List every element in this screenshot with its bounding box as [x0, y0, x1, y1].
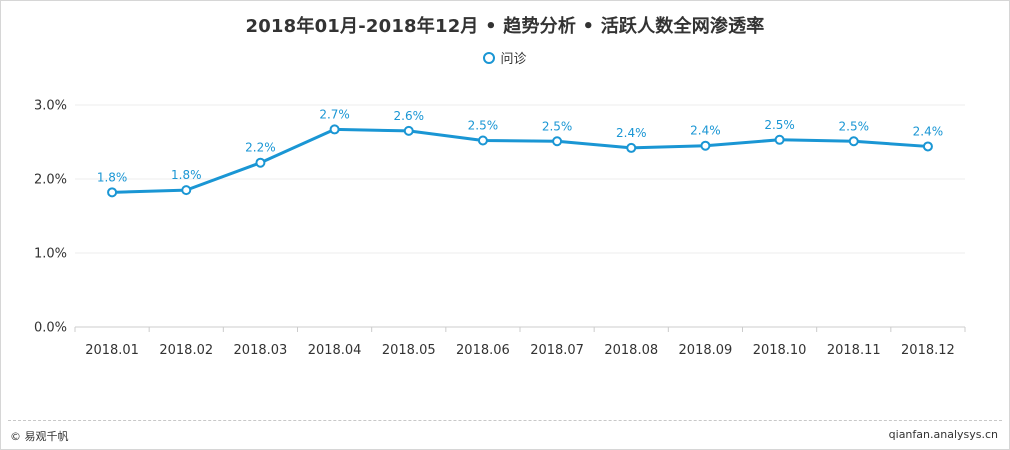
data-point — [700, 140, 711, 151]
x-tick-label: 2018.04 — [308, 343, 362, 358]
data-point — [107, 187, 118, 198]
line-chart: 0.0% 1.0% 2.0% 3.0% 2018.01 2018.02 2018.03 201… — [34, 99, 966, 358]
x-tick-label: 2018.08 — [604, 343, 658, 358]
x-tick-label: 2018.12 — [901, 343, 955, 358]
data-point — [329, 124, 340, 135]
data-label: 2.5% — [839, 119, 870, 133]
data-point — [181, 185, 192, 196]
data-point — [774, 134, 785, 145]
data-labels: 1.8% 1.8% 2.2% 2.7% 2.6% 2.5% 2.5% 2.4% 2.4% 2.5%… — [97, 107, 943, 184]
data-label: 2.5% — [764, 118, 795, 132]
x-tick-label: 2018.03 — [234, 343, 288, 358]
data-point — [552, 136, 563, 147]
copyright-text: © 易观千帆 — [10, 430, 69, 443]
data-points — [107, 124, 933, 198]
data-label: 2.4% — [913, 124, 944, 138]
x-tick-label: 2018.09 — [679, 343, 733, 358]
y-tick-label: 1.0% — [34, 247, 67, 262]
x-tick-label: 2018.05 — [382, 343, 436, 358]
site-url: qianfan.analysys.cn — [888, 428, 998, 441]
data-label: 2.4% — [690, 124, 721, 138]
y-tick-label: 0.0% — [34, 321, 67, 336]
grid-lines — [75, 104, 965, 254]
axes: 0.0% 1.0% 2.0% 3.0% 2018.01 2018.02 2018.03 201… — [34, 99, 966, 358]
data-label: 2.5% — [468, 119, 499, 133]
x-tick-label: 2018.02 — [159, 343, 213, 358]
data-label: 2.5% — [542, 119, 573, 133]
data-label: 2.4% — [616, 126, 647, 140]
data-point — [922, 141, 933, 152]
data-point — [403, 125, 414, 136]
data-label: 2.2% — [245, 141, 276, 155]
footer-divider — [8, 420, 1002, 421]
x-tick-label: 2018.06 — [456, 343, 510, 358]
data-label: 1.8% — [171, 168, 202, 182]
data-point — [477, 135, 488, 146]
legend-label: 问诊 — [500, 52, 527, 67]
y-tick-label: 2.0% — [34, 173, 67, 188]
data-point — [848, 136, 859, 147]
data-label: 2.7% — [319, 107, 350, 121]
y-tick-label: 3.0% — [34, 99, 67, 114]
x-tick-label: 2018.11 — [827, 343, 881, 358]
chart-title: 2018年01月-2018年12月 • 趋势分析 • 活跃人数全网渗透率 — [245, 16, 765, 37]
legend-marker-icon — [483, 51, 496, 64]
data-point — [626, 142, 637, 153]
x-tick-label: 2018.10 — [753, 343, 807, 358]
x-tick-label: 2018.07 — [530, 343, 584, 358]
data-label: 1.8% — [97, 170, 128, 184]
x-tick-label: 2018.01 — [85, 343, 139, 358]
series-line — [110, 127, 930, 194]
data-label: 2.6% — [394, 109, 425, 123]
series-line-layer — [110, 127, 930, 194]
legend[interactable]: 问诊 — [0, 48, 1010, 67]
data-point — [255, 157, 266, 168]
